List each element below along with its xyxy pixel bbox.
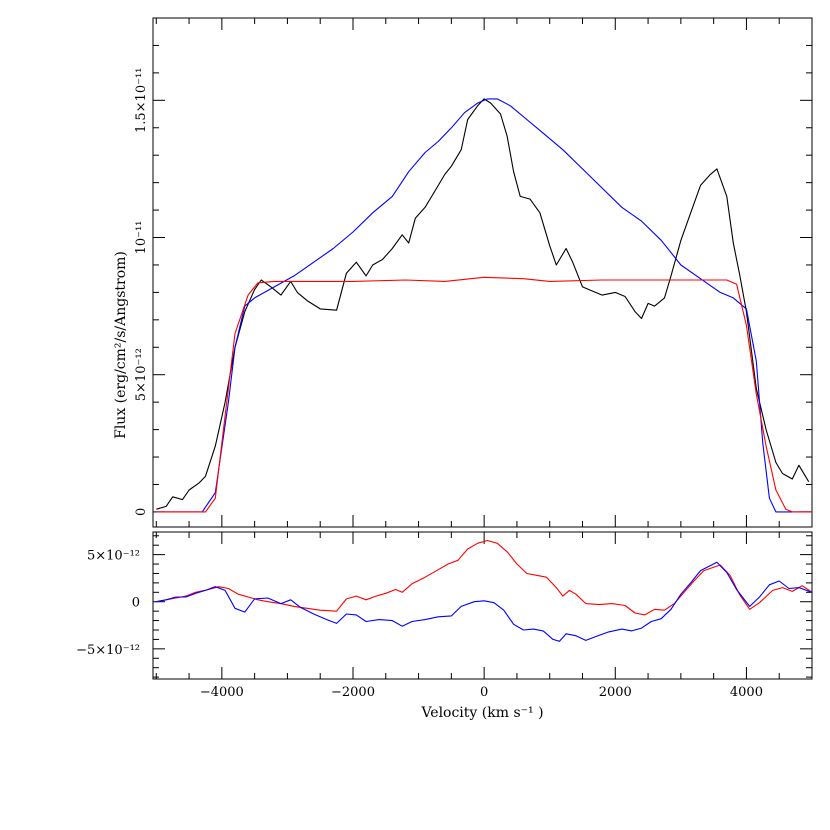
y-tick-label: 0 [132,596,140,611]
bottom-panel-frame [152,531,813,680]
top-panel: 0 5×10⁻¹² 10⁻¹¹ 1.5×10⁻¹¹ [134,17,813,528]
x-tick-label: 2000 [599,685,632,700]
bottom-panel: −5×10⁻¹² 0 5×10⁻¹² −4000 −2000 0 2000 4000 [76,531,813,700]
x-tick-label: 4000 [730,685,763,700]
bottom-series-1-line [156,561,812,642]
y-axis-label: Flux (erg/cm²/s/Angstrom) [113,251,129,439]
x-tick-label: 0 [480,685,488,700]
top-series-1-line [156,98,812,513]
top-series-2-line [156,276,812,513]
y-tick-label: 1.5×10⁻¹¹ [134,68,149,133]
y-tick-label: −5×10⁻¹² [76,643,140,658]
x-axis-label: Velocity (km s⁻¹ ) [420,705,543,721]
x-tick-label: −4000 [200,685,244,700]
y-tick-label: 0 [134,508,149,516]
y-tick-label: 10⁻¹¹ [134,221,149,255]
y-tick-label: 5×10⁻¹² [134,348,149,401]
x-tick-label: −2000 [331,685,375,700]
top-panel-frame [152,17,813,528]
bottom-series-0-line [156,539,812,616]
y-tick-label: 5×10⁻¹² [87,549,140,564]
